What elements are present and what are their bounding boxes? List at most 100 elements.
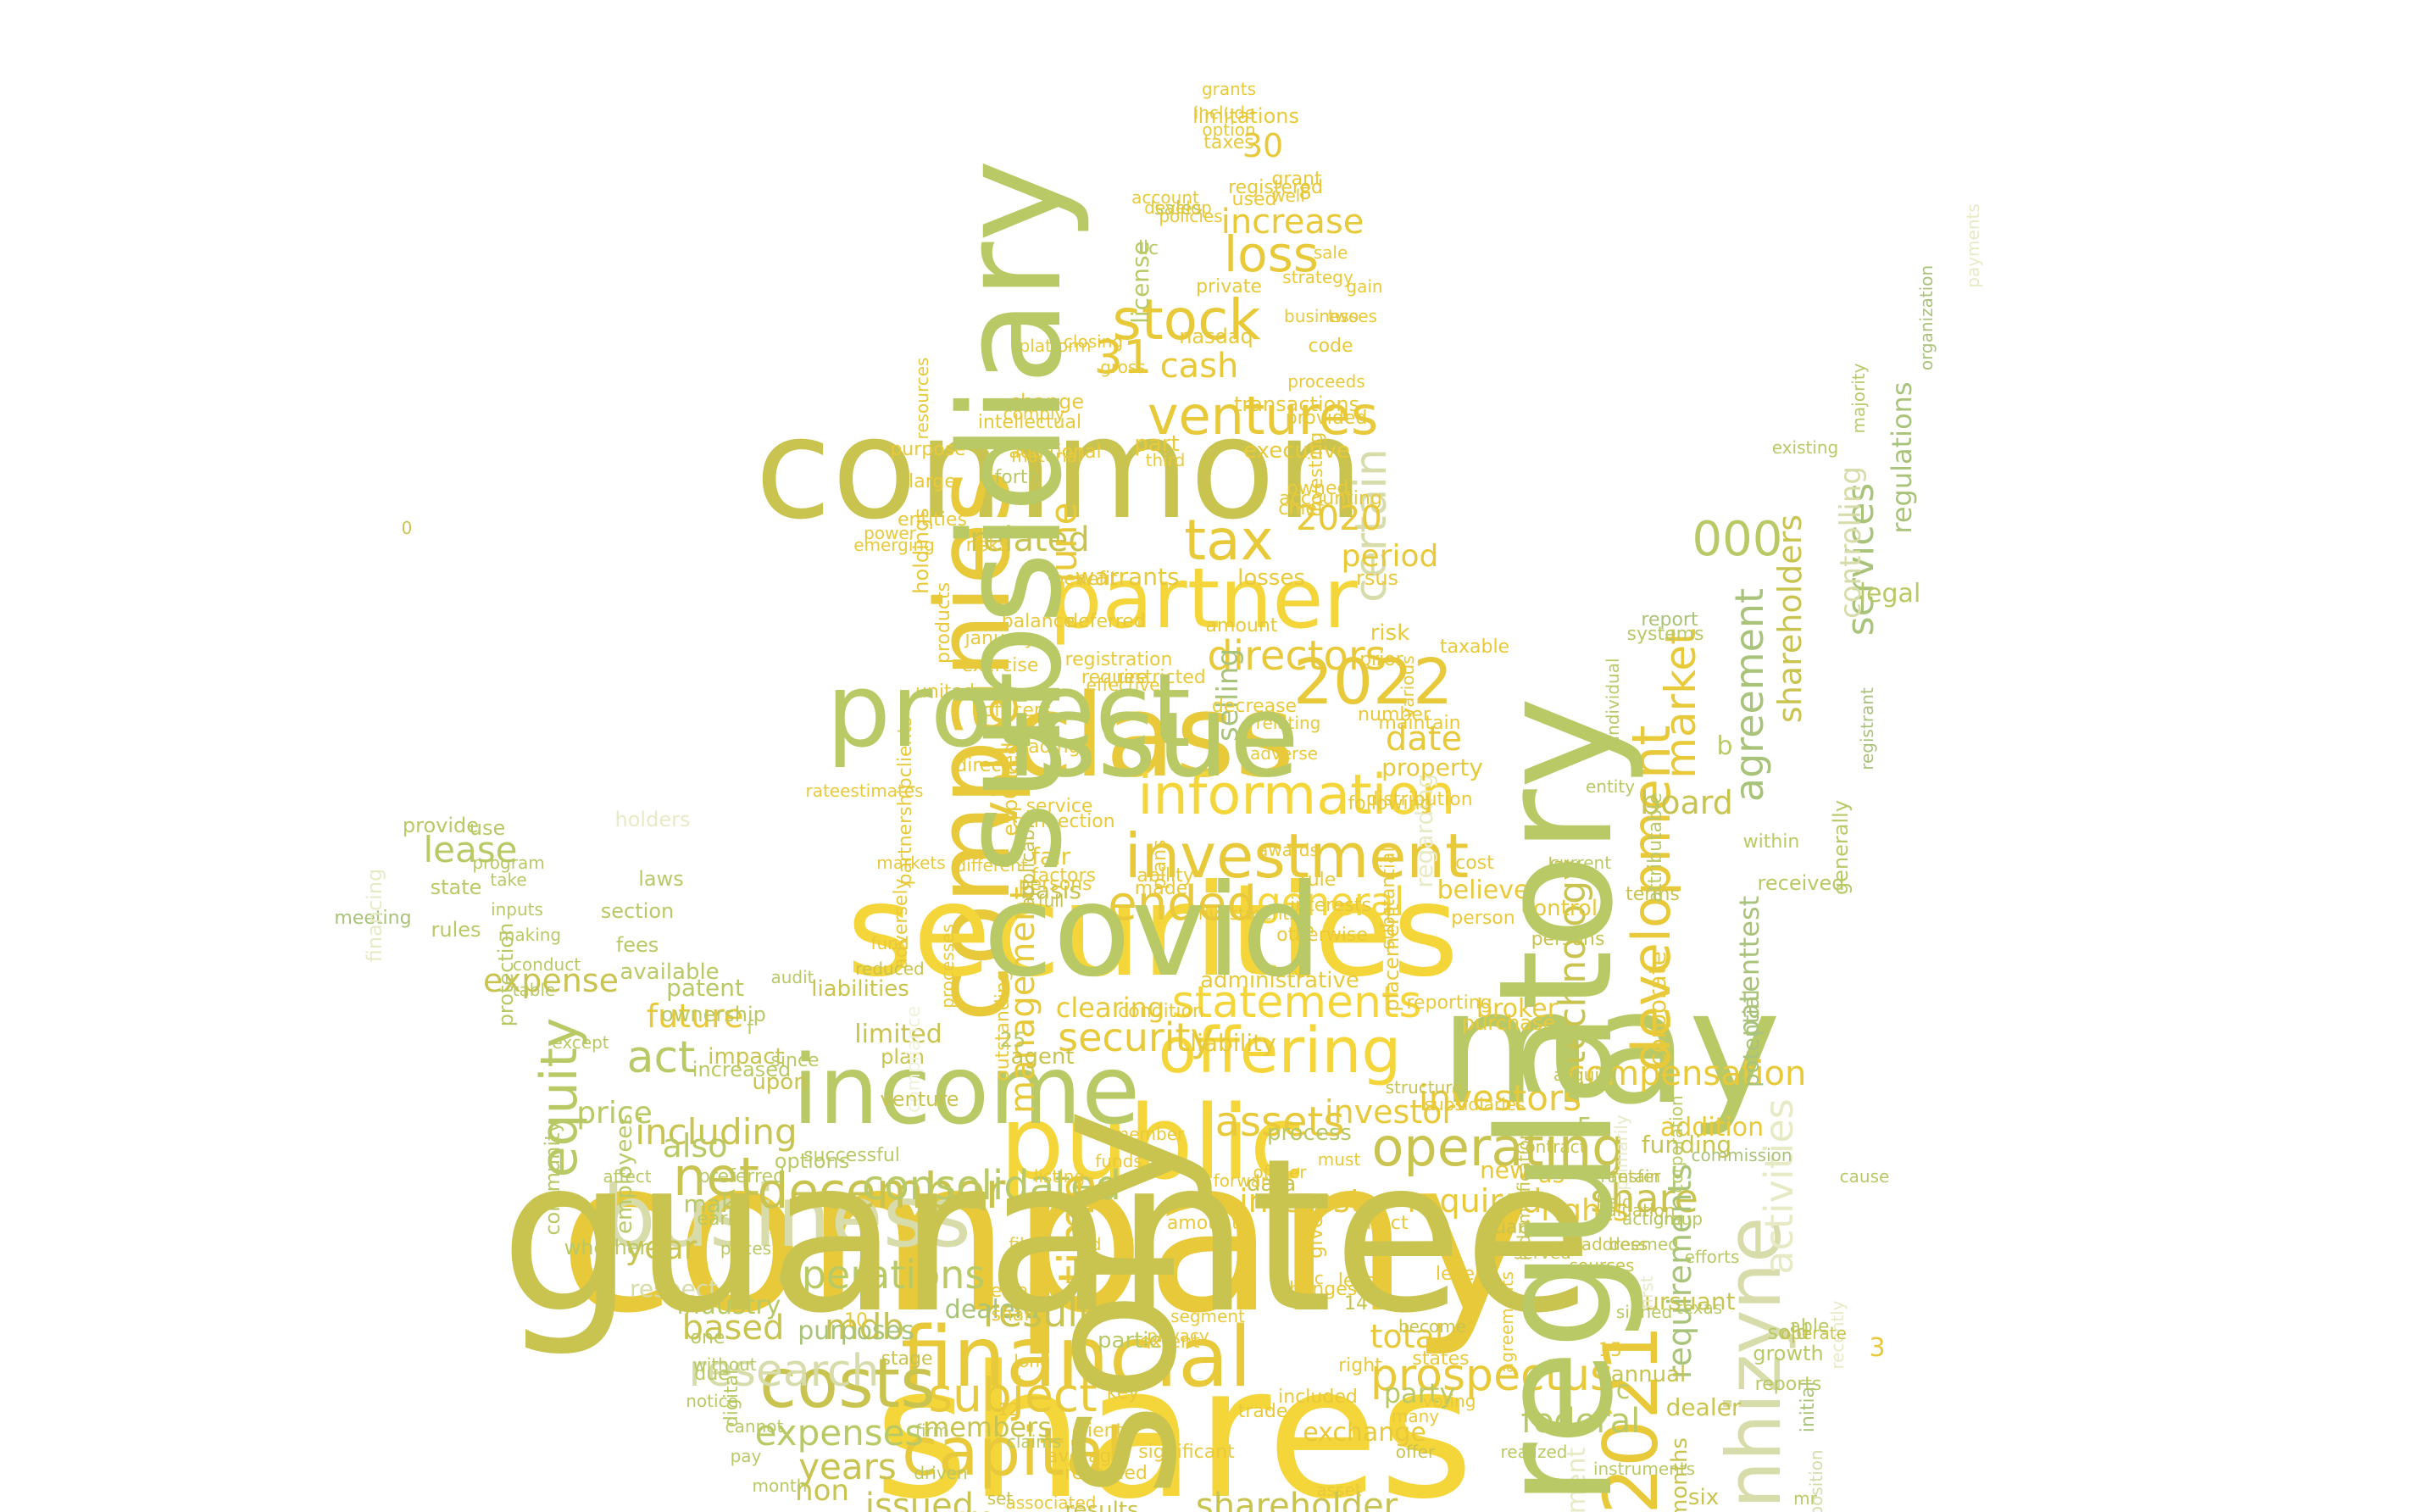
word-power: power: [864, 523, 917, 543]
word-two: two: [1328, 306, 1359, 326]
word-number: number: [1358, 704, 1431, 725]
word-trading: trading: [1013, 737, 1080, 758]
word-make: make: [684, 1190, 749, 1218]
word-grants: grants: [1202, 79, 1256, 99]
word-payments: payments: [1963, 203, 1983, 288]
word-ownership: ownership: [661, 1003, 766, 1026]
word-statement: statement: [1562, 1448, 1592, 1512]
word-otherwise: otherwise: [1276, 925, 1368, 946]
word-proceeds: proceeds: [1287, 371, 1364, 392]
word-gross: gross: [1100, 357, 1146, 377]
word-generally: generally: [1829, 800, 1853, 895]
word-account: account: [1131, 187, 1199, 208]
word-january: january: [964, 628, 1035, 649]
word-voting: voting: [1423, 1391, 1476, 1411]
word-deferred: deferred: [1066, 611, 1146, 632]
word-investing: investing: [1306, 432, 1327, 518]
word-existing: existing: [1772, 437, 1839, 458]
word-director: director: [955, 755, 1028, 776]
word-person: person: [1451, 908, 1514, 929]
word-level: level: [1436, 1264, 1480, 1285]
word-report: report: [1641, 609, 1698, 631]
word-rules: rules: [431, 918, 481, 942]
word-2020: 2020: [1296, 499, 1382, 538]
word-8: 8: [1298, 181, 1311, 204]
word-gain: gain: [1346, 276, 1382, 297]
word-ability: ability: [1137, 865, 1193, 887]
word-agreements: agreements: [1497, 1271, 1517, 1373]
word-executive: executive: [1243, 438, 1350, 464]
word-license: license: [1126, 241, 1154, 324]
word-share: share: [1590, 1176, 1698, 1221]
word-prices: prices: [720, 1238, 771, 1259]
word-notice: notice: [686, 1391, 738, 1411]
word-corporate: corporate: [1643, 951, 1671, 1066]
word-funds: funds: [1095, 1151, 1142, 1171]
word-restricted: restricted: [1116, 667, 1206, 688]
word-holders: holders: [615, 808, 691, 831]
word-employees: employees: [612, 1114, 637, 1234]
word-dealer: dealer: [1666, 1393, 1742, 1421]
word-non: non: [795, 1474, 849, 1508]
word-grant: grant: [1271, 169, 1321, 190]
word-addition: addition: [1660, 1113, 1764, 1142]
word-subsidiaries: subsidiaries: [1425, 1094, 1526, 1115]
word-rights: rights: [1541, 1193, 1628, 1228]
word-efforts: efforts: [1685, 1247, 1740, 1267]
word-subject: subject: [928, 1368, 1097, 1422]
word-intellectual: intellectual: [978, 412, 1081, 433]
word-compensation: compensation: [1567, 1054, 1807, 1093]
word-held: held: [1596, 1192, 1632, 1212]
word-large: large: [909, 471, 956, 492]
word-included: included: [1278, 1387, 1358, 1408]
word-mdb: mdb: [825, 1306, 904, 1348]
word-investments: investments: [1193, 903, 1298, 924]
word-preferred: preferred: [698, 1166, 785, 1187]
word-cash: cash: [1160, 347, 1239, 386]
word-benefit: benefit: [1052, 569, 1118, 590]
word-substantial: substantial: [1378, 847, 1399, 949]
word-transfer: transfer: [1594, 1166, 1662, 1187]
word-law: law: [1548, 855, 1580, 876]
word-shares: shares: [874, 1326, 1474, 1512]
word-activities: activities: [1756, 1098, 1802, 1274]
word-reduced: reduced: [855, 959, 924, 979]
word-nasdaq: nasdaq: [1179, 325, 1253, 348]
word-issued: issued: [865, 1487, 974, 1512]
word-plans: plans: [1149, 840, 1170, 890]
word-forth: forth: [995, 467, 1040, 488]
word-patent: patent: [666, 974, 744, 1002]
word-legal: legal: [1859, 579, 1921, 609]
word-chief: chief: [1278, 498, 1325, 520]
word-without: without: [692, 1354, 756, 1375]
word-asset: asset: [1316, 1480, 1361, 1500]
word-third: third: [1146, 450, 1186, 470]
word-net: net: [673, 1146, 759, 1208]
word-operate: operate: [1781, 1323, 1847, 1343]
word-sale: sale: [1314, 242, 1348, 263]
word-long: long: [1014, 1351, 1050, 1371]
word-section: section: [601, 899, 674, 923]
word-partnershipclients: partnershipclients: [895, 716, 916, 885]
word-subsidiary: subsidiary: [930, 159, 1092, 875]
word-given: given: [1303, 1203, 1327, 1259]
word-driven: driven: [914, 1463, 967, 1483]
word-received: received: [1758, 871, 1845, 895]
word-made: made: [1135, 878, 1187, 899]
word-audit: audit: [770, 967, 814, 987]
word-businesses: businesses: [1284, 306, 1377, 326]
word-filedtraded: filedtraded: [1009, 1234, 1101, 1254]
word-mr: mr: [1793, 1488, 1817, 1509]
word-applicable: applicable: [1018, 813, 1039, 909]
word-reporting: reporting: [1406, 992, 1492, 1014]
word-adverse: adverse: [1250, 743, 1318, 764]
word-take: take: [490, 870, 526, 890]
word-dealers: dealers: [945, 1295, 1039, 1325]
word-condition: condition: [1118, 1001, 1204, 1022]
word-required: required: [1407, 1182, 1542, 1220]
word-various: various: [1398, 655, 1418, 717]
word-technology: technology: [1551, 859, 1594, 1065]
word-cannot: cannot: [725, 1416, 784, 1437]
word-14: 14: [1344, 1293, 1368, 1315]
word-prior: prior: [1359, 649, 1404, 670]
